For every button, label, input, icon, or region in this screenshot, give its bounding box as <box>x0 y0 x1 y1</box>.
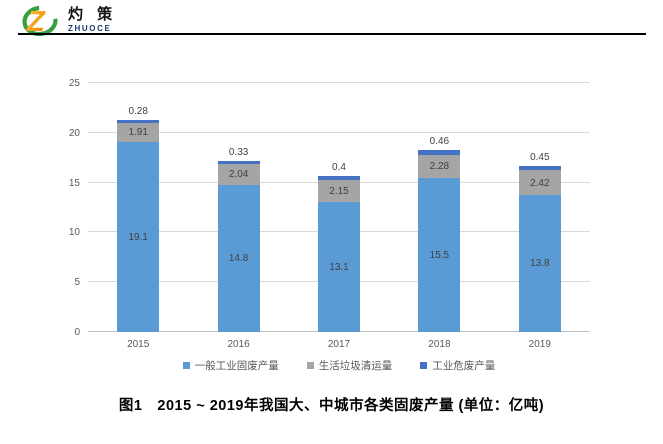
bar-segment-2018-series2 <box>418 154 461 178</box>
data-label-2015-series3: 0.28 <box>128 105 148 117</box>
legend-swatch-icon <box>306 362 314 369</box>
zhuoce-logo-icon: Z <box>22 5 58 37</box>
data-label-2015-series1: 19.1 <box>128 231 148 243</box>
bar-segment-2016-series3 <box>217 161 260 165</box>
figure-caption: 图1 2015 ~ 2019年我国大、中城市各类固废产量 (单位：亿吨) <box>118 398 545 414</box>
x-axis-tick-label-2015: 2015 <box>127 339 150 350</box>
x-axis-tick-label-2018: 2018 <box>428 339 451 350</box>
data-label-2018-series2: 2.28 <box>429 161 450 173</box>
legend-item-1: 一般工业固废产量 <box>182 358 279 373</box>
zhuoce-logo: Z 灼 策 ZHUOCE <box>20 3 117 37</box>
y-axis-tick-label: 5 <box>74 277 80 289</box>
logo-text-cn: 灼 策 <box>68 6 118 23</box>
legend-label: 工业危废产量 <box>432 360 496 372</box>
bar-segment-2017-series2 <box>318 180 360 202</box>
x-axis-tick-label-2019: 2019 <box>528 339 551 350</box>
x-axis-tick-label-2016: 2016 <box>227 339 250 350</box>
logo-text: 灼 策 ZHUOCE <box>68 7 117 33</box>
y-axis-tick-label: 15 <box>68 177 80 189</box>
chart-legend: 一般工业固废产量 生活垃圾清运量 工业危废产量 <box>88 358 590 373</box>
x-axis-tick-label-2017: 2017 <box>327 339 351 350</box>
data-label-2019-series1: 13.8 <box>530 258 550 270</box>
legend-label: 一般工业固废产量 <box>194 360 279 372</box>
data-label-2015-series2: 1.91 <box>128 127 148 139</box>
y-axis-tick-label: 0 <box>74 327 80 338</box>
data-label-2017-series2: 2.15 <box>329 185 349 197</box>
bar-segment-2019-series1 <box>518 194 561 332</box>
svg-text:Z: Z <box>26 6 46 37</box>
legend-item-2: 生活垃圾清运量 <box>306 358 393 373</box>
bar-segment-2015-series2 <box>117 122 160 142</box>
y-axis-tick-label: 10 <box>68 227 80 239</box>
data-label-2017-series1: 13.1 <box>329 261 349 273</box>
data-label-2018-series3: 0.46 <box>429 136 450 148</box>
bar-segment-2016-series2 <box>217 164 260 185</box>
bar-segment-2018-series3 <box>418 150 461 155</box>
data-label-2016-series3: 0.33 <box>228 147 249 158</box>
gridline <box>88 131 590 133</box>
legend-swatch-icon <box>420 362 428 369</box>
stacked-bar-chart: 一般工业固废产量 生活垃圾清运量 工业危废产量 0 5 10 15 20 25 19.1 1.91… <box>69 78 590 372</box>
bar-segment-2017-series3 <box>318 176 360 181</box>
legend-item-3: 工业危废产量 <box>420 358 495 373</box>
data-label-2018-series1: 15.5 <box>429 249 450 261</box>
data-label-2019-series3: 0.45 <box>530 151 550 163</box>
gridline <box>88 82 590 83</box>
data-label-2017-series3: 0.4 <box>332 162 346 174</box>
bar-segment-2016-series1 <box>217 184 260 332</box>
bar-segment-2018-series1 <box>418 177 461 332</box>
y-axis-tick-label: 20 <box>68 127 80 139</box>
header-divider <box>18 33 646 35</box>
data-label-2019-series2: 2.42 <box>530 177 550 189</box>
legend-label: 生活垃圾清运量 <box>318 360 393 372</box>
bar-segment-2015-series1 <box>117 141 160 332</box>
logo-text-en: ZHUOCE <box>68 24 112 33</box>
y-axis-tick-label: 25 <box>68 78 80 89</box>
data-label-2016-series2: 2.04 <box>228 169 249 181</box>
bar-segment-2017-series1 <box>318 201 360 332</box>
bar-segment-2019-series3 <box>518 165 561 171</box>
bar-segment-2019-series2 <box>518 170 561 195</box>
legend-swatch-icon <box>182 362 190 369</box>
bar-segment-2015-series3 <box>117 119 160 123</box>
data-label-2016-series1: 14.8 <box>228 253 249 265</box>
